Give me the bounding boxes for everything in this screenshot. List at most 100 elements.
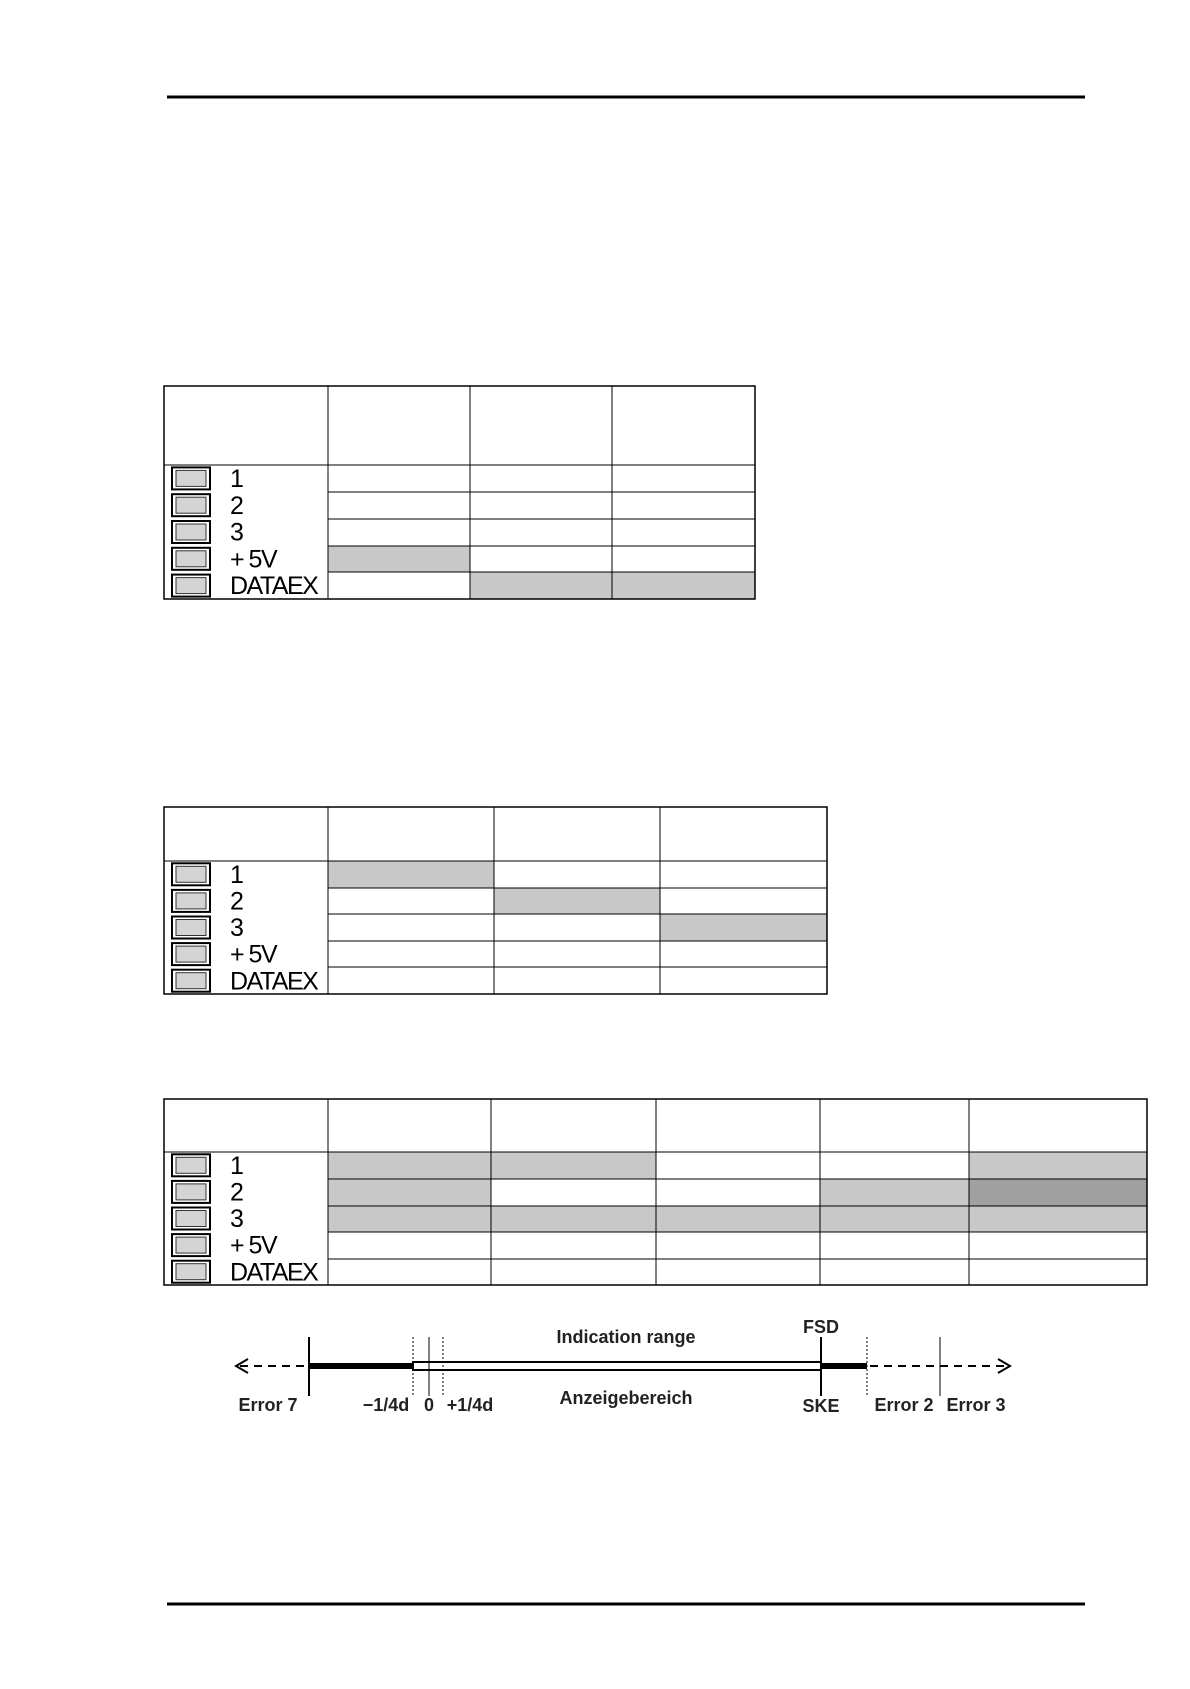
pin-box — [175, 496, 207, 514]
error-7: Error 7 — [238, 1395, 297, 1415]
pin-label: + 5V — [230, 545, 278, 573]
table-cell — [611, 491, 756, 520]
table-cell — [327, 940, 495, 968]
pin-box — [175, 1156, 207, 1174]
pin-label: DATAEX — [230, 967, 319, 995]
table-cell — [968, 1178, 1148, 1207]
table-cell — [490, 1258, 657, 1286]
table-cell — [659, 860, 828, 889]
table-cell — [493, 940, 661, 968]
table-cell — [493, 887, 661, 915]
table-cell — [493, 860, 661, 889]
indication-range: Indication range — [556, 1327, 695, 1347]
error-3: Error 3 — [946, 1395, 1005, 1415]
table-cell — [611, 518, 756, 547]
table-cell — [655, 1151, 821, 1180]
pin-box — [175, 1183, 207, 1201]
range-diagram — [234, 1337, 1012, 1396]
table-cell — [327, 464, 471, 493]
table-cell — [968, 1231, 1148, 1260]
table-cell — [655, 1231, 821, 1260]
table-cell — [493, 913, 661, 942]
table-cell — [469, 518, 613, 547]
pin-label: 1 — [230, 861, 243, 889]
fsd: FSD — [803, 1317, 839, 1337]
table-cell — [327, 571, 471, 600]
table-cell — [327, 1151, 492, 1180]
table-cell — [469, 491, 613, 520]
table-frame — [163, 806, 828, 995]
table-cell — [493, 966, 661, 995]
table-cell — [659, 913, 828, 942]
table-cell — [327, 518, 471, 547]
pin-box — [175, 945, 207, 963]
table-cell — [327, 887, 495, 915]
pin-box — [175, 1236, 207, 1254]
table-cell — [968, 1205, 1148, 1233]
pin-label: DATAEX — [230, 572, 319, 600]
table-cell — [611, 464, 756, 493]
pin-box — [175, 1210, 207, 1227]
table-cell — [327, 1258, 492, 1286]
table-cell — [327, 491, 471, 520]
table-cell — [659, 940, 828, 968]
table-cell — [469, 464, 613, 493]
table-cell — [469, 545, 613, 573]
ske: SKE — [802, 1396, 839, 1416]
table-cell — [327, 1178, 492, 1207]
pin-box — [175, 469, 207, 487]
table-cell — [819, 1178, 970, 1207]
pin-box — [175, 523, 207, 541]
table-cell — [327, 545, 471, 573]
plus-quarter-d: +1/4d — [447, 1395, 494, 1415]
table-cell — [819, 1151, 970, 1180]
pin-label: 3 — [230, 914, 243, 942]
anzeigebereich: Anzeigebereich — [559, 1388, 692, 1408]
pin-box — [175, 550, 207, 568]
pin-label: DATAEX — [230, 1258, 319, 1286]
table-cell — [327, 1231, 492, 1260]
pin-box — [175, 892, 207, 910]
table-cell — [611, 545, 756, 573]
table-cell — [327, 966, 495, 995]
table-cell — [490, 1231, 657, 1260]
table-frame — [163, 385, 756, 600]
table-cell — [659, 966, 828, 995]
pin-label: 2 — [230, 1179, 243, 1207]
pin-box — [175, 865, 207, 883]
pin-box — [175, 972, 207, 990]
zero: 0 — [424, 1395, 434, 1415]
minus-quarter-d: −1/4d — [363, 1395, 410, 1415]
table-cell — [490, 1151, 657, 1180]
pin-label: + 5V — [230, 1232, 278, 1260]
error-2: Error 2 — [874, 1395, 933, 1415]
table-cell — [819, 1205, 970, 1233]
table-cell — [327, 860, 495, 889]
table-cell — [968, 1258, 1148, 1286]
pin-label: 2 — [230, 888, 243, 916]
table-cell — [819, 1258, 970, 1286]
table-cell — [327, 1205, 492, 1233]
pin-label: 2 — [230, 492, 243, 520]
table-cell — [655, 1178, 821, 1207]
pin-box — [175, 577, 207, 595]
pin-label: + 5V — [230, 941, 278, 969]
table-cell — [819, 1231, 970, 1260]
pin-label: 3 — [230, 1205, 243, 1233]
table-cell — [659, 887, 828, 915]
table-cell — [655, 1258, 821, 1286]
table-cell — [469, 571, 613, 600]
table-cell — [968, 1151, 1148, 1180]
table-cell — [490, 1205, 657, 1233]
table-cell — [490, 1178, 657, 1207]
pin-label: 1 — [230, 1152, 243, 1180]
pin-label: 3 — [230, 519, 243, 547]
pin-label: 1 — [230, 465, 243, 493]
pin-box — [175, 919, 207, 936]
pin-box — [175, 1263, 207, 1281]
table-cell — [611, 571, 756, 600]
table-cell — [327, 913, 495, 942]
table-cell — [655, 1205, 821, 1233]
